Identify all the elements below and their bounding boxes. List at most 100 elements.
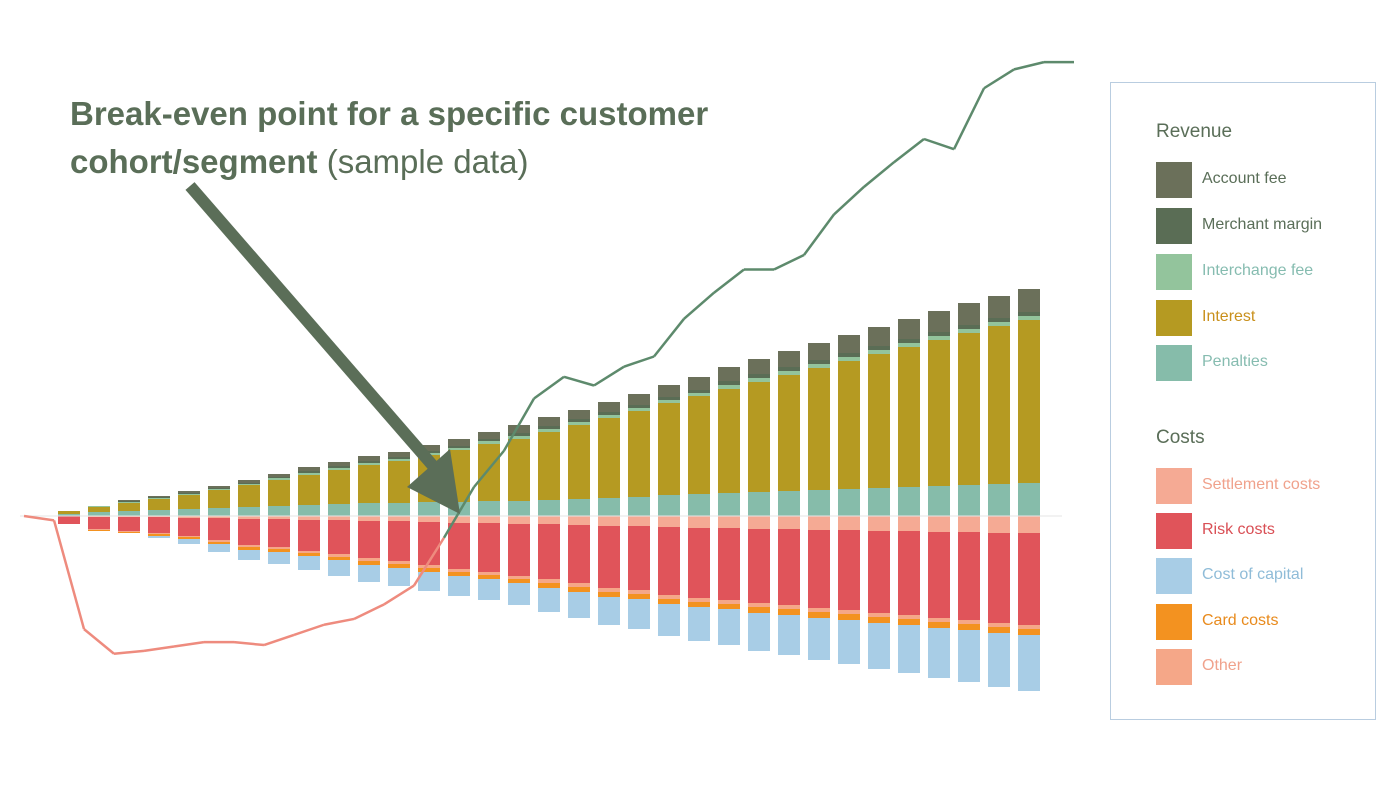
- bar-cost-of-capital: [178, 539, 200, 544]
- legend-item-interchange-fee: Interchange fee: [1156, 254, 1371, 290]
- bar-interest: [358, 465, 380, 503]
- break-even-chart: [20, 60, 1074, 691]
- bar-card-costs: [268, 549, 290, 552]
- bar-merchant-margin: [778, 367, 800, 371]
- bar-penalties: [238, 507, 260, 516]
- bar-interchange-fee: [1018, 316, 1040, 320]
- bar-other: [898, 615, 920, 619]
- profit-line-segment: [143, 645, 175, 653]
- bar-other: [958, 620, 980, 624]
- bar-penalties: [898, 487, 920, 516]
- bar-account-fee: [298, 467, 320, 471]
- bar-card-costs: [988, 627, 1010, 633]
- bar-merchant-margin: [148, 497, 170, 498]
- bar-interest: [778, 375, 800, 491]
- bar-merchant-margin: [568, 419, 590, 422]
- bar-card-costs: [238, 547, 260, 550]
- bar-merchant-margin: [508, 433, 530, 436]
- legend-item-other: Other: [1156, 649, 1371, 685]
- interest-label: Interest: [1202, 308, 1256, 325]
- headline-bold-text: Break-even point for a specific customer…: [70, 95, 709, 180]
- bar-card-costs: [718, 604, 740, 609]
- bar-risk-costs: [328, 520, 350, 554]
- bar-cost-of-capital: [148, 536, 170, 538]
- bar-risk-costs: [148, 517, 170, 533]
- bar-merchant-margin: [118, 501, 140, 502]
- bar-card-costs: [928, 622, 950, 628]
- bar-settlement-costs: [208, 516, 230, 518]
- bar-account-fee: [748, 359, 770, 374]
- bar-interchange-fee: [778, 371, 800, 375]
- bar-cost-of-capital: [478, 579, 500, 600]
- bar-cost-of-capital: [688, 607, 710, 641]
- chart-headline: Break-even point for a specific customer…: [70, 90, 770, 186]
- bar-other: [928, 618, 950, 622]
- bar-other: [658, 595, 680, 599]
- bar-other: [598, 588, 620, 592]
- bar-penalties: [358, 503, 380, 516]
- account-fee-label: Account fee: [1202, 170, 1287, 187]
- bar-settlement-costs: [688, 516, 710, 528]
- bar-interchange-fee: [88, 506, 110, 507]
- bar-card-costs: [358, 561, 380, 565]
- bar-cost-of-capital: [1018, 635, 1040, 691]
- bar-cost-of-capital: [958, 630, 980, 682]
- bar-interest: [58, 511, 80, 514]
- bar-risk-costs: [508, 524, 530, 576]
- bar-interchange-fee: [868, 350, 890, 354]
- bar-account-fee: [238, 480, 260, 483]
- bar-risk-costs: [868, 531, 890, 613]
- bar-cost-of-capital: [358, 565, 380, 582]
- bar-merchant-margin: [718, 381, 740, 385]
- bar-settlement-costs: [418, 516, 440, 522]
- bar-account-fee: [868, 327, 890, 346]
- bar-risk-costs: [658, 527, 680, 595]
- legend-item-account-fee: Account fee: [1156, 162, 1371, 198]
- bar-merchant-margin: [1018, 312, 1040, 316]
- bar-risk-costs: [388, 521, 410, 561]
- profit-line-segment: [83, 628, 115, 655]
- bar-cost-of-capital: [778, 615, 800, 655]
- bar-settlement-costs: [598, 516, 620, 526]
- legend-item-risk-costs: Risk costs: [1156, 513, 1371, 549]
- bar-interest: [958, 333, 980, 485]
- bar-account-fee: [838, 335, 860, 353]
- headline-regular-text: (sample data): [326, 143, 529, 180]
- bar-merchant-margin: [208, 488, 230, 489]
- bar-merchant-margin: [868, 346, 890, 350]
- bar-risk-costs: [598, 526, 620, 588]
- bar-settlement-costs: [838, 516, 860, 530]
- bar-settlement-costs: [538, 516, 560, 524]
- bar-merchant-margin: [358, 461, 380, 463]
- bar-merchant-margin: [538, 426, 560, 429]
- legend-item-interest: Interest: [1156, 300, 1371, 336]
- risk-costs-swatch: [1156, 513, 1192, 549]
- bar-settlement-costs: [748, 516, 770, 529]
- bar-interchange-fee: [958, 329, 980, 333]
- bar-penalties: [508, 501, 530, 516]
- bar-cost-of-capital: [928, 628, 950, 678]
- bar-card-costs: [538, 583, 560, 588]
- bar-risk-costs: [478, 523, 500, 572]
- bar-interest: [808, 368, 830, 490]
- profit-line-segment: [923, 137, 955, 151]
- bar-account-fee: [688, 377, 710, 390]
- bar-interchange-fee: [898, 343, 920, 347]
- bar-account-fee: [358, 456, 380, 461]
- interchange-fee-label: Interchange fee: [1202, 262, 1314, 279]
- interest-swatch: [1156, 300, 1192, 336]
- settlement-costs-label: Settlement costs: [1202, 476, 1321, 493]
- bar-cost-of-capital: [838, 620, 860, 664]
- bar-risk-costs: [958, 532, 980, 620]
- legend-item-merchant-margin: Merchant margin: [1156, 208, 1371, 244]
- stacked-bars: [58, 289, 1040, 691]
- bar-cost-of-capital: [448, 576, 470, 596]
- bar-card-costs: [148, 534, 170, 536]
- bar-other: [118, 531, 140, 532]
- profit-line-segment: [983, 68, 1015, 90]
- bar-interest: [1018, 320, 1040, 483]
- bar-risk-costs: [298, 520, 320, 551]
- bar-cost-of-capital: [898, 625, 920, 673]
- bar-penalties: [1018, 483, 1040, 516]
- bar-card-costs: [868, 617, 890, 623]
